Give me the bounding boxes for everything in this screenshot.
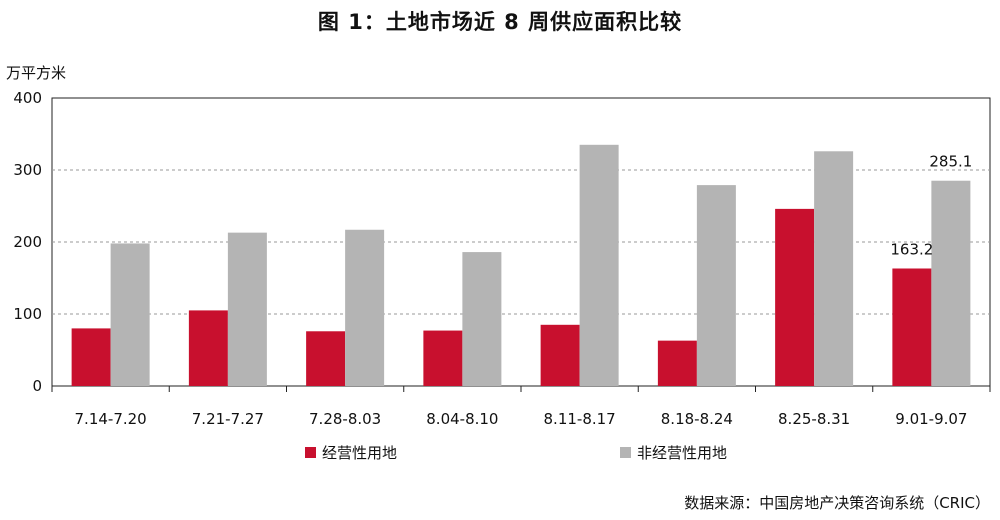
legend-swatch: [305, 447, 316, 458]
bar-operating: [892, 268, 932, 386]
x-category-label: 8.11-8.17: [544, 410, 616, 428]
x-category-label: 9.01-9.07: [895, 410, 967, 428]
bar-non-operating: [579, 144, 619, 386]
bar-non-operating: [227, 232, 267, 386]
bar-operating: [540, 324, 580, 386]
legend-label: 经营性用地: [322, 444, 397, 462]
y-tick-label: 100: [13, 305, 42, 323]
bar-operating: [71, 328, 111, 386]
bar-operating: [306, 331, 346, 386]
data-label: 285.1: [929, 153, 972, 171]
bar-non-operating: [345, 229, 385, 386]
bar-operating: [423, 330, 463, 386]
y-tick-label: 300: [13, 161, 42, 179]
bar-operating: [188, 310, 228, 386]
data-label: 163.2: [890, 240, 933, 258]
y-tick-label: 200: [13, 233, 42, 251]
x-category-label: 8.25-8.31: [778, 410, 850, 428]
chart-title: 图 1：土地市场近 8 周供应面积比较: [317, 10, 683, 34]
bar-non-operating: [696, 185, 736, 386]
bar-non-operating: [110, 243, 150, 386]
x-category-label: 8.04-8.10: [426, 410, 498, 428]
x-category-label: 7.14-7.20: [75, 410, 147, 428]
y-tick-label: 0: [32, 377, 42, 395]
bar-operating: [775, 208, 815, 386]
x-category-label: 8.18-8.24: [661, 410, 733, 428]
legend-swatch: [620, 447, 631, 458]
bar-non-operating: [931, 180, 971, 386]
x-category-label: 7.28-8.03: [309, 410, 381, 428]
bar-operating: [657, 340, 697, 386]
legend-label: 非经营性用地: [637, 444, 727, 462]
y-axis-unit-label: 万平方米: [6, 64, 67, 82]
bar-non-operating: [814, 151, 854, 386]
data-source-note: 数据来源：中国房地产决策咨询系统（CRIC）: [684, 494, 990, 512]
y-tick-label: 400: [13, 89, 42, 107]
bar-non-operating: [462, 252, 502, 386]
x-category-label: 7.21-7.27: [192, 410, 264, 428]
